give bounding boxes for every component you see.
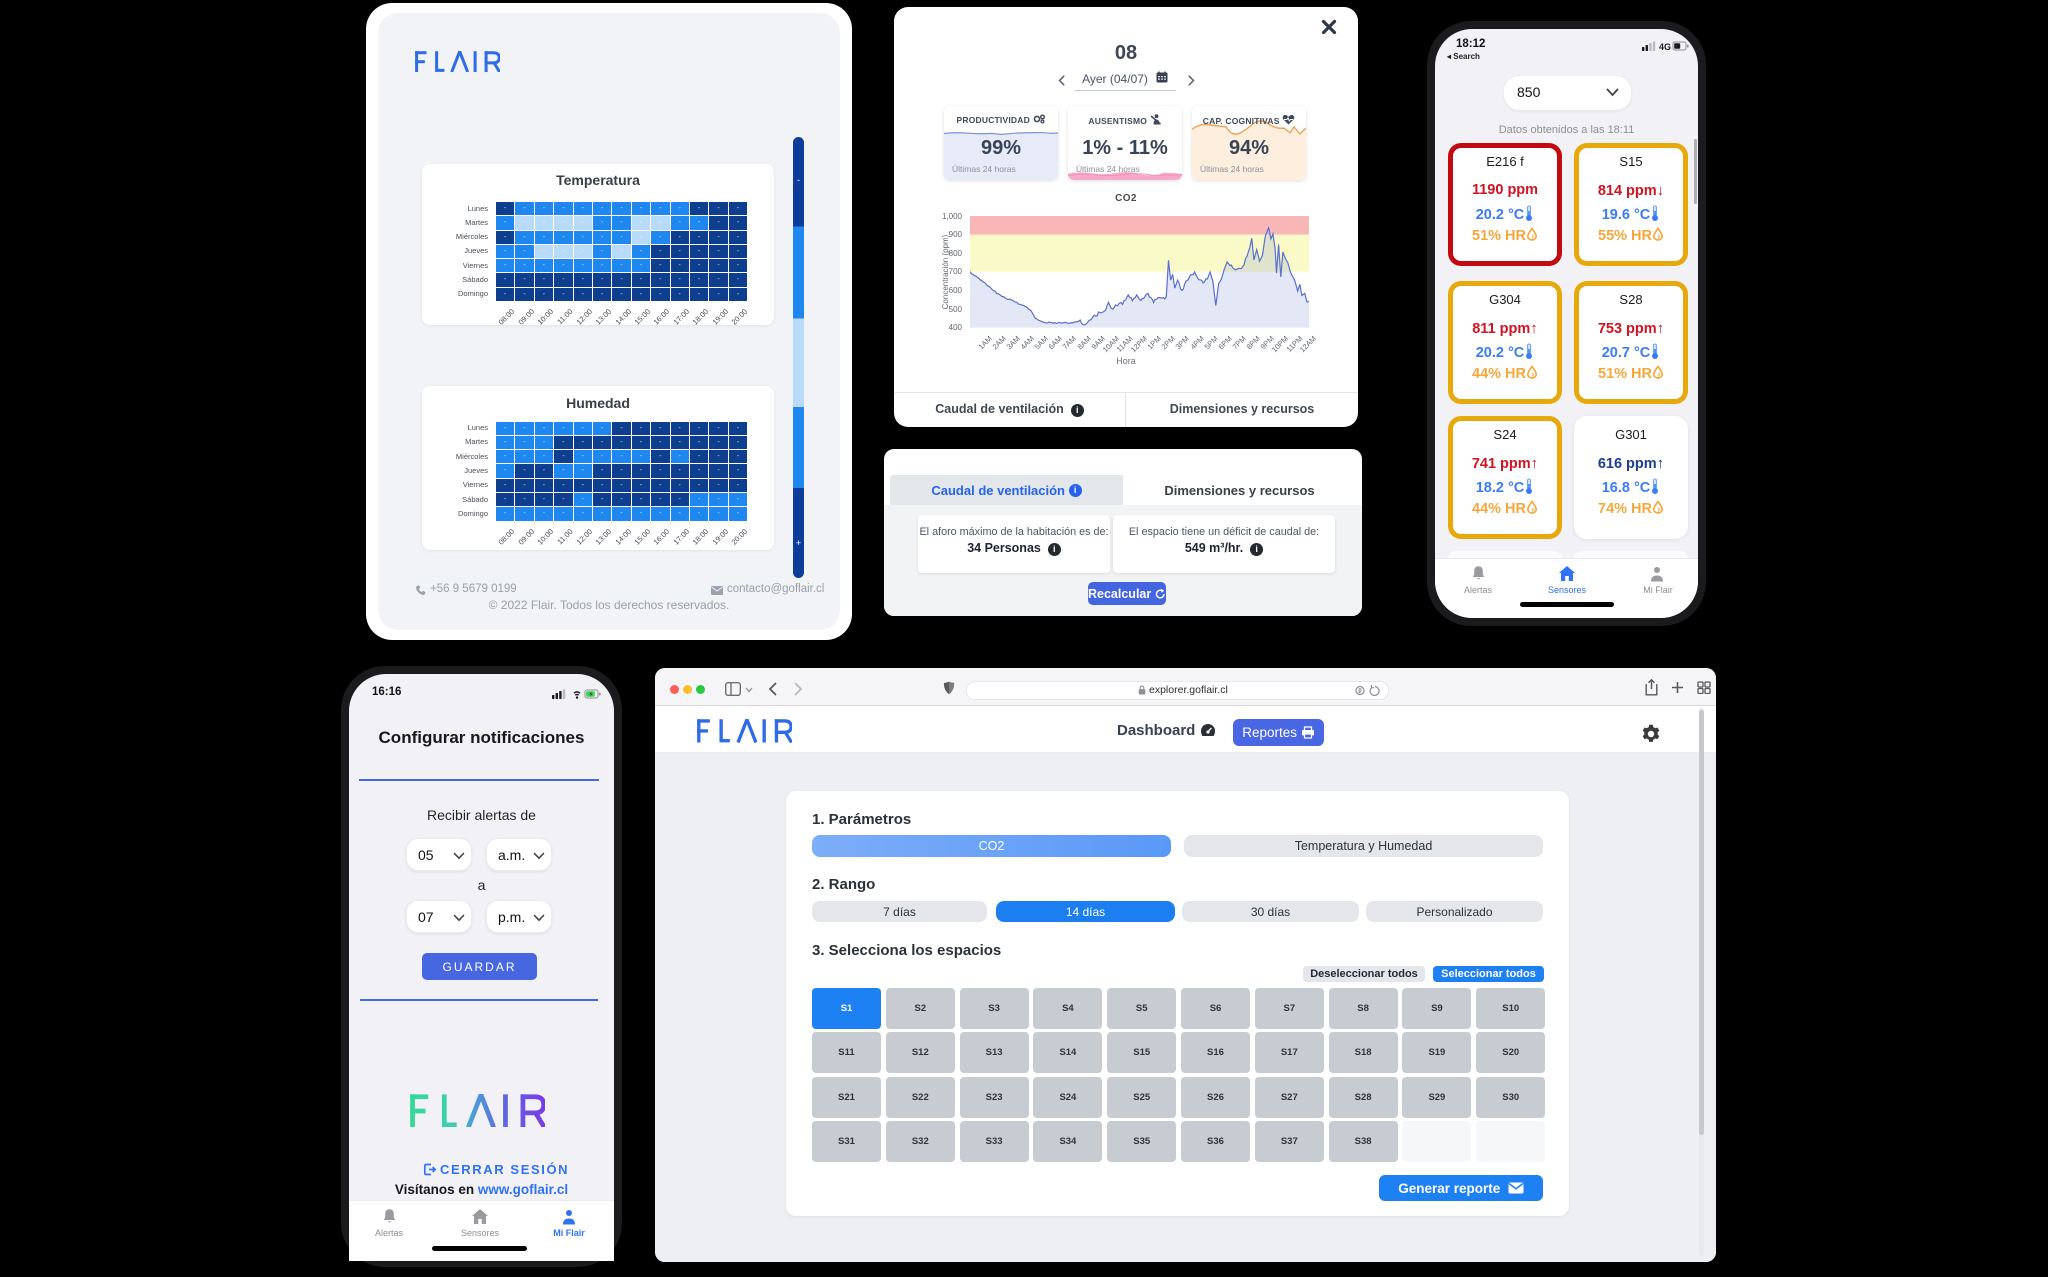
- svg-text:4G: 4G: [1659, 42, 1671, 52]
